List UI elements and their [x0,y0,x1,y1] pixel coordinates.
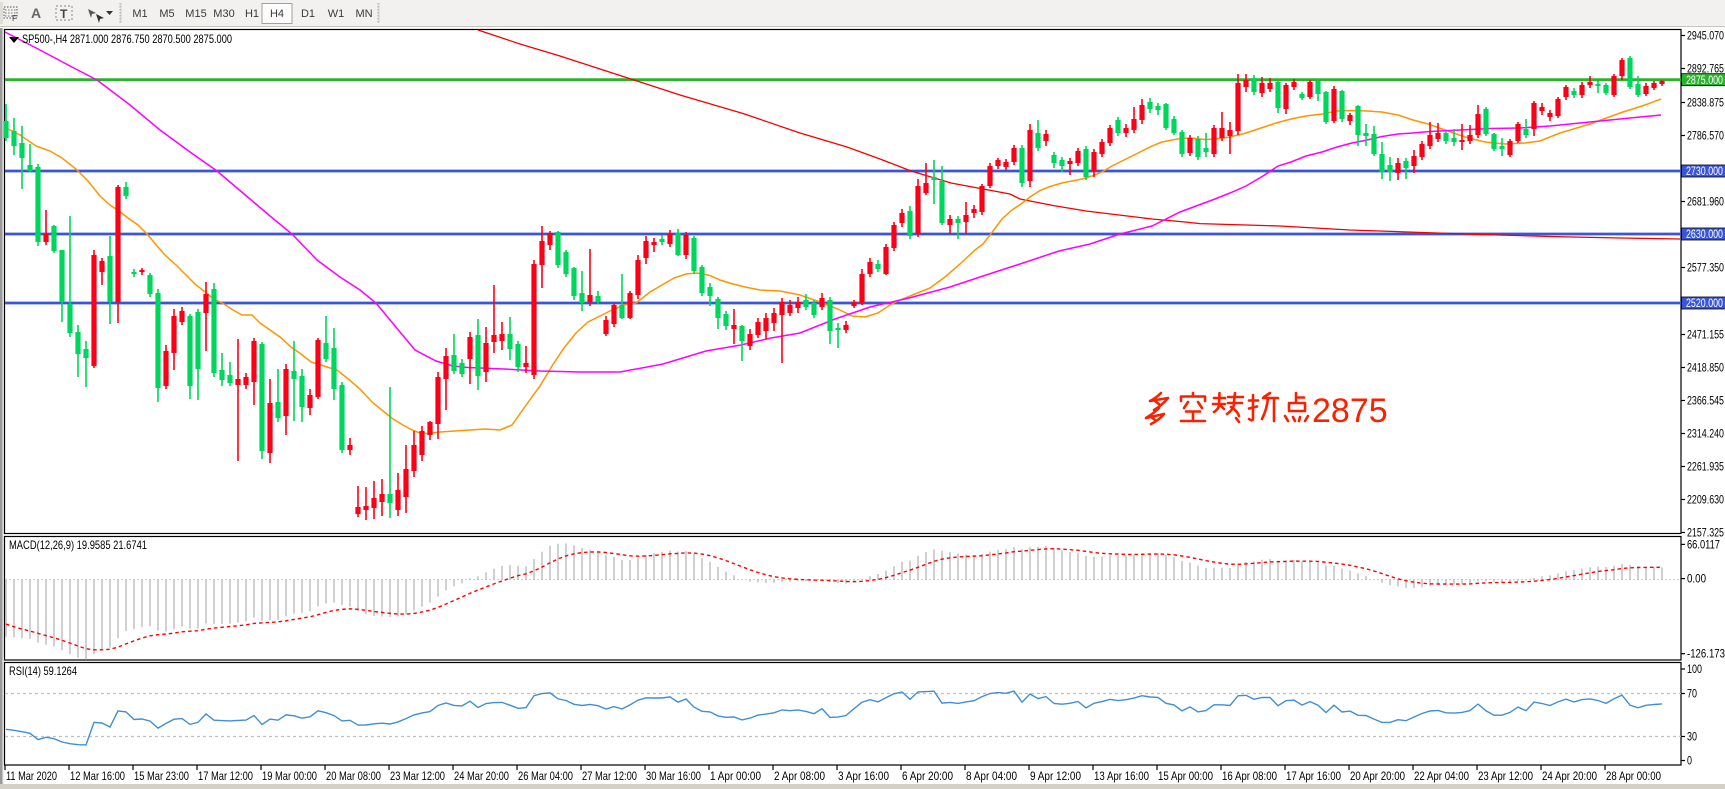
svg-text:66.0117: 66.0117 [1687,537,1720,551]
svg-text:2520.000: 2520.000 [1686,296,1723,310]
svg-text:24 Mar 20:00: 24 Mar 20:00 [454,769,509,783]
svg-text:M15: M15 [185,8,206,20]
svg-text:17 Mar 12:00: 17 Mar 12:00 [198,769,253,783]
svg-text:2730.000: 2730.000 [1686,164,1723,178]
svg-text:MN: MN [355,8,372,20]
svg-text:26 Mar 04:00: 26 Mar 04:00 [518,769,573,783]
svg-text:D1: D1 [301,8,315,20]
svg-text:2838.875: 2838.875 [1687,96,1724,110]
svg-text:16 Apr 08:00: 16 Apr 08:00 [1222,769,1277,783]
svg-text:20 Mar 08:00: 20 Mar 08:00 [326,769,381,783]
svg-text:2471.155: 2471.155 [1687,328,1724,342]
svg-text:0: 0 [1687,754,1692,768]
svg-text:23 Mar 12:00: 23 Mar 12:00 [390,769,445,783]
svg-text:20 Apr 20:00: 20 Apr 20:00 [1350,769,1405,783]
svg-text:M5: M5 [159,8,174,20]
svg-text:22 Apr 04:00: 22 Apr 04:00 [1414,769,1469,783]
svg-text:2209.630: 2209.630 [1687,493,1724,507]
svg-text:70: 70 [1687,687,1697,701]
svg-text:MACD(12,26,9) 19.9585 21.6741: MACD(12,26,9) 19.9585 21.6741 [9,538,147,552]
svg-text:17 Apr 16:00: 17 Apr 16:00 [1286,769,1341,783]
svg-text:M30: M30 [213,8,234,20]
svg-text:RSI(14) 59.1264: RSI(14) 59.1264 [9,664,77,678]
svg-text:2875.000: 2875.000 [1686,73,1723,87]
svg-text:M1: M1 [132,8,147,20]
svg-text:1 Apr 00:00: 1 Apr 00:00 [710,769,761,783]
svg-text:3 Apr 16:00: 3 Apr 16:00 [838,769,889,783]
svg-text:2786.570: 2786.570 [1687,129,1724,143]
svg-text:28 Apr 00:00: 28 Apr 00:00 [1606,769,1661,783]
svg-text:9 Apr 12:00: 9 Apr 12:00 [1030,769,1081,783]
svg-text:0.00: 0.00 [1687,572,1706,586]
svg-text:8 Apr 04:00: 8 Apr 04:00 [966,769,1017,783]
svg-text:6 Apr 20:00: 6 Apr 20:00 [902,769,953,783]
svg-text:2418.850: 2418.850 [1687,361,1724,375]
svg-text:2892.765: 2892.765 [1687,62,1724,76]
svg-text:-126.173: -126.173 [1687,647,1725,661]
svg-text:T: T [60,7,68,21]
svg-text:2261.935: 2261.935 [1687,460,1724,474]
svg-text:2 Apr 08:00: 2 Apr 08:00 [774,769,825,783]
svg-text:H4: H4 [270,8,284,20]
svg-text:2577.350: 2577.350 [1687,261,1724,275]
svg-text:SP500-,H4 2871.000 2876.750 2: SP500-,H4 2871.000 2876.750 2870.500 287… [22,32,232,46]
svg-text:23 Apr 12:00: 23 Apr 12:00 [1478,769,1533,783]
svg-text:15 Mar 23:00: 15 Mar 23:00 [134,769,189,783]
svg-text:A: A [31,5,41,21]
svg-text:2366.545: 2366.545 [1687,394,1724,408]
svg-text:2945.070: 2945.070 [1687,29,1724,43]
svg-text:2157.325: 2157.325 [1687,526,1724,540]
svg-text:13 Apr 16:00: 13 Apr 16:00 [1094,769,1149,783]
svg-text:12 Mar 16:00: 12 Mar 16:00 [70,769,125,783]
svg-text:27 Mar 12:00: 27 Mar 12:00 [582,769,637,783]
svg-text:30: 30 [1687,730,1697,744]
svg-text:19 Mar 00:00: 19 Mar 00:00 [262,769,317,783]
svg-text:F: F [12,14,17,23]
svg-text:11 Mar 2020: 11 Mar 2020 [6,769,57,783]
svg-text:H1: H1 [245,8,259,20]
svg-text:30 Mar 16:00: 30 Mar 16:00 [646,769,701,783]
svg-text:100: 100 [1687,662,1702,676]
svg-text:2314.240: 2314.240 [1687,427,1724,441]
svg-text:2681.960: 2681.960 [1687,195,1724,209]
svg-text:15 Apr 00:00: 15 Apr 00:00 [1158,769,1213,783]
svg-text:2875: 2875 [1312,392,1388,430]
svg-text:W1: W1 [328,8,345,20]
svg-text:24 Apr 20:00: 24 Apr 20:00 [1542,769,1597,783]
svg-text:2630.000: 2630.000 [1686,227,1723,241]
